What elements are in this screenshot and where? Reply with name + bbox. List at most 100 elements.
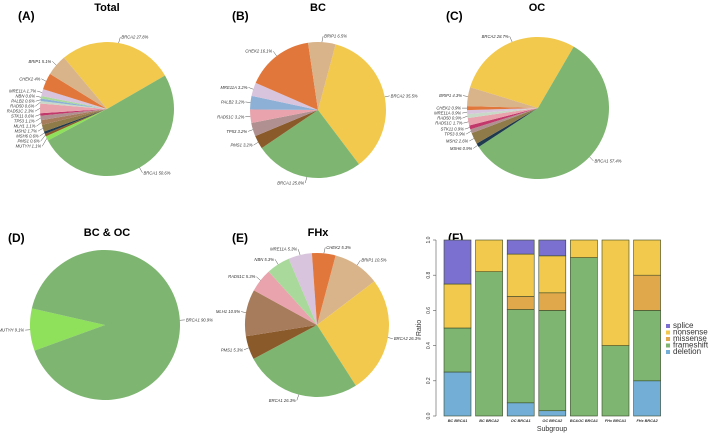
label-leader: [41, 78, 47, 82]
pie-slice-brca2: [63, 41, 166, 109]
slice-label: PMS1 0.6%: [18, 139, 40, 144]
legend-label: missense: [673, 334, 707, 343]
bar-segment-missense: [538, 292, 567, 311]
legend-label: frameshift: [673, 341, 709, 350]
legend-swatch-splice: [666, 324, 670, 328]
pie-slice-mre11a: [251, 82, 318, 110]
slice-label: RAD50 0.6%: [10, 104, 34, 109]
label-leader: [473, 145, 478, 149]
label-leader: [35, 99, 41, 102]
legend-swatch-missense: [666, 337, 670, 341]
pie-slice-msh6: [476, 108, 538, 148]
slice-label: MRE11A 1.7%: [9, 89, 36, 94]
pie-slice-tp53: [251, 110, 318, 137]
x-tick-label: BC BRCA2: [479, 419, 500, 423]
pie-slice-rad51c: [253, 271, 317, 325]
pie-slice-rad51c: [39, 103, 107, 114]
slice-label: MRE11A 3.2%: [220, 85, 247, 90]
label-leader: [35, 114, 41, 117]
x-tick-label: FHx BRCA2: [636, 419, 658, 423]
slice-label: TP53 1.1%: [14, 119, 35, 124]
slice-label: MUTYH 9.1%: [0, 328, 24, 333]
slice-label: STK11 0.9%: [441, 127, 464, 132]
pie-slice-tp53: [40, 109, 107, 121]
x-tick-label: BC&OC BRCA1: [570, 419, 598, 423]
slice-label: CHEK2 16.1%: [245, 49, 272, 54]
y-tick-label: 0.4: [426, 342, 432, 349]
label-leader: [509, 36, 513, 42]
y-axis-label: Ratio: [416, 320, 423, 336]
pie-slice-palb2: [40, 98, 107, 109]
label-leader: [384, 95, 390, 98]
slice-label: MSH6 0.9%: [450, 146, 473, 151]
slice-label: MSH6 0.6%: [16, 134, 39, 139]
pie-slice-pms1: [245, 325, 317, 359]
label-leader: [273, 51, 277, 57]
bar-segment-nonsense: [570, 239, 598, 258]
bar-segment-nonsense: [475, 239, 503, 272]
legend-label: deletion: [673, 347, 701, 356]
slice-label: RAD51C 3.2%: [217, 114, 245, 119]
label-leader: [35, 102, 41, 107]
panel-label: (D): [8, 231, 25, 245]
slice-label: MRE11A 5.3%: [270, 247, 297, 252]
bar-segment-deletion: [538, 410, 567, 417]
y-tick-label: 0.8: [426, 272, 432, 279]
y-tick-label: 0.6: [426, 307, 432, 314]
pie-slice-rad50: [467, 108, 538, 119]
label-leader: [40, 135, 46, 142]
bar-segment-frameshift: [538, 310, 567, 412]
label-leader: [297, 249, 301, 256]
pie-slice-pms1: [44, 109, 107, 137]
chart-title: OC: [529, 2, 546, 14]
label-leader: [464, 127, 470, 130]
pie-slice-brca1: [47, 75, 174, 176]
pie-slice-brca1: [253, 325, 356, 397]
slice-label: TP53 0.9%: [444, 132, 465, 137]
bar-segment-splice: [506, 239, 535, 255]
slice-label: BRIP1 4.3%: [439, 93, 462, 98]
label-leader: [241, 311, 247, 313]
pie-slice-mre11a: [41, 89, 107, 109]
bar-segment-deletion: [633, 380, 661, 417]
legend-swatch-frameshift: [666, 343, 670, 348]
bar-segment-frameshift: [601, 345, 630, 417]
panel-label: (A): [18, 9, 35, 23]
slice-label: PALB2 0.6%: [11, 99, 35, 104]
y-tick-label: 0.2: [426, 377, 432, 384]
label-leader: [462, 115, 468, 119]
pie-slice-chek2: [255, 42, 318, 110]
pie-slice-chek2: [311, 253, 336, 325]
label-leader: [304, 177, 308, 184]
slice-label: BRCA1 26.3%: [269, 398, 296, 403]
bar-segment-frameshift: [506, 309, 535, 404]
pie-slice-rad51c: [467, 108, 538, 126]
slice-label: RAD51C 2.3%: [7, 109, 35, 114]
pie-slice-brca1: [31, 250, 180, 400]
bar-segment-nonsense: [601, 239, 630, 346]
pie-slice-brca2: [318, 44, 386, 165]
bar-segment-missense: [506, 296, 535, 310]
chart-title: BC: [310, 2, 326, 14]
label-leader: [589, 156, 594, 162]
slice-label: CHEK2 0.9%: [436, 106, 461, 111]
pie-slice-pms1: [255, 110, 318, 149]
legend-swatch-nonsense: [666, 330, 670, 335]
slice-label: BRCA2 27.8%: [121, 35, 148, 40]
bar-segment-missense: [633, 274, 661, 311]
bar-segment-frameshift: [443, 327, 472, 373]
pie-slice-mlh1: [40, 109, 107, 125]
slice-label: BRIP1 10.5%: [361, 258, 386, 263]
slice-label: MSH2 2.6%: [446, 139, 469, 144]
pie-slice-nbn: [268, 258, 317, 325]
pie-slice-mutyh: [45, 109, 107, 141]
slice-label: CHEK2 5.3%: [326, 245, 351, 250]
pie-slice-tp53: [470, 108, 538, 134]
pie-slice-mre11a: [467, 108, 538, 115]
pie-slice-brip1: [467, 87, 538, 108]
slice-label: BRCA1 90.9%: [186, 317, 213, 322]
x-tick-label: FHx BRCA1: [605, 419, 626, 423]
y-tick-label: 1.0: [426, 236, 432, 243]
label-leader: [139, 167, 143, 173]
